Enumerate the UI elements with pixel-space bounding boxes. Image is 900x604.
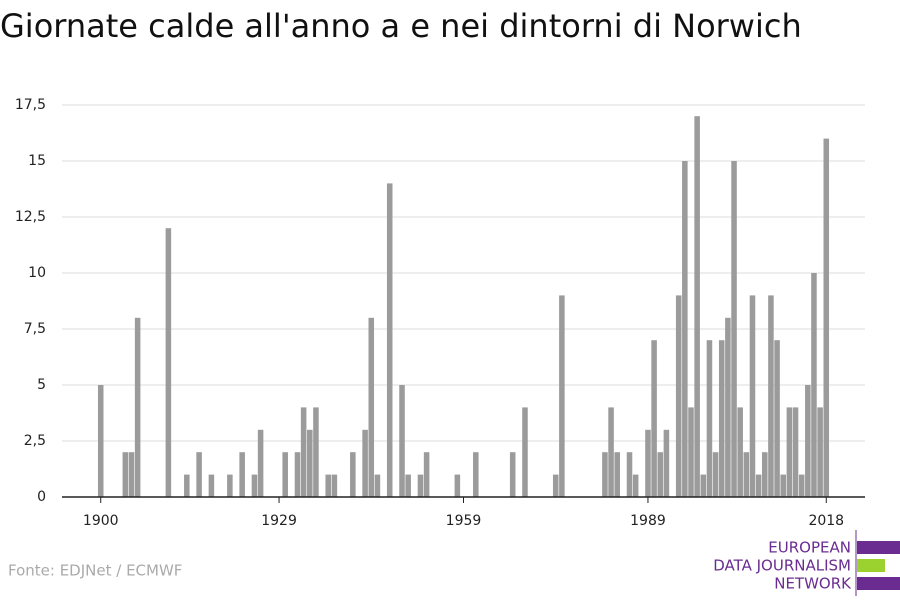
bar: [792, 407, 799, 497]
bar: [399, 385, 405, 497]
bar: [811, 273, 817, 497]
bar: [184, 474, 190, 497]
bar: [743, 452, 750, 497]
bar: [386, 183, 393, 497]
logo-bar: [857, 541, 900, 554]
x-tick-label: 1959: [446, 513, 482, 529]
bar: [700, 474, 707, 497]
bar: [706, 340, 713, 497]
logo-text: EUROPEAN: [768, 539, 851, 557]
bar: [251, 474, 258, 497]
bar: [608, 407, 614, 497]
bar: [294, 452, 301, 497]
logo-text: NETWORK: [774, 575, 852, 593]
bar: [749, 295, 756, 497]
bar: [559, 295, 565, 497]
bar: [632, 474, 639, 497]
y-tick-label: 7,5: [24, 321, 46, 337]
bar: [663, 429, 670, 497]
bar: [227, 474, 233, 497]
y-tick-label: 15: [28, 153, 46, 169]
bar: [313, 407, 319, 497]
logo-bar: [857, 577, 900, 590]
bar: [614, 452, 620, 497]
y-tick-label: 17,5: [15, 97, 46, 113]
bar: [417, 474, 424, 497]
bar: [823, 138, 830, 497]
x-tick-label: 1989: [630, 513, 666, 529]
y-tick-label: 0: [37, 489, 46, 505]
y-tick-label: 12,5: [15, 209, 46, 225]
bar: [768, 295, 774, 497]
bar: [300, 407, 307, 497]
chart-title: Giornate calde all'anno a e nei dintorni…: [0, 7, 802, 45]
bar: [645, 429, 651, 497]
bar: [755, 474, 762, 497]
bar: [731, 161, 737, 497]
bar: [454, 474, 461, 497]
bar: [786, 407, 793, 497]
bar: [762, 452, 768, 497]
bar: [675, 295, 682, 497]
bar: [165, 228, 172, 497]
bar: [307, 429, 313, 497]
x-tick-label: 1929: [261, 513, 297, 529]
x-tick-label: 2018: [808, 513, 844, 529]
bar: [626, 452, 633, 497]
x-tick-label: 1900: [83, 513, 119, 529]
bar: [798, 474, 805, 497]
bar: [688, 407, 694, 497]
bar: [208, 474, 215, 497]
bar: [325, 474, 331, 497]
bar: [362, 429, 368, 497]
bar: [423, 452, 430, 497]
bar: [651, 340, 657, 497]
bar: [331, 474, 338, 497]
bar: [805, 385, 811, 497]
bar: [774, 340, 780, 497]
bar: [817, 407, 823, 497]
y-tick-label: 2,5: [24, 433, 46, 449]
bar: [522, 407, 528, 497]
bar: [350, 452, 356, 497]
bar: [737, 407, 743, 497]
bar: [282, 452, 288, 497]
bar: [509, 452, 516, 497]
bar: [780, 474, 786, 497]
y-tick-label: 10: [28, 265, 46, 281]
bar: [405, 474, 411, 497]
bar: [196, 452, 202, 497]
bar: [602, 452, 608, 497]
bar: [725, 317, 731, 497]
bar: [368, 317, 375, 497]
bar: [657, 452, 664, 497]
source: Fonte: EDJNet / ECMWF: [8, 562, 182, 580]
bar: [718, 340, 725, 497]
bar: [97, 385, 104, 497]
bar: [712, 452, 719, 497]
bar: [128, 452, 135, 497]
logo-text: DATA JOURNALISM: [713, 557, 851, 575]
bar: [473, 452, 479, 497]
bar: [682, 161, 688, 497]
bar: [122, 452, 129, 497]
logo-bar: [857, 559, 885, 572]
bar: [134, 317, 141, 497]
bar: [257, 429, 264, 497]
bar: [239, 452, 245, 497]
bar: [552, 474, 559, 497]
y-tick-label: 5: [37, 377, 46, 393]
bar: [374, 474, 381, 497]
bar: [694, 116, 700, 497]
